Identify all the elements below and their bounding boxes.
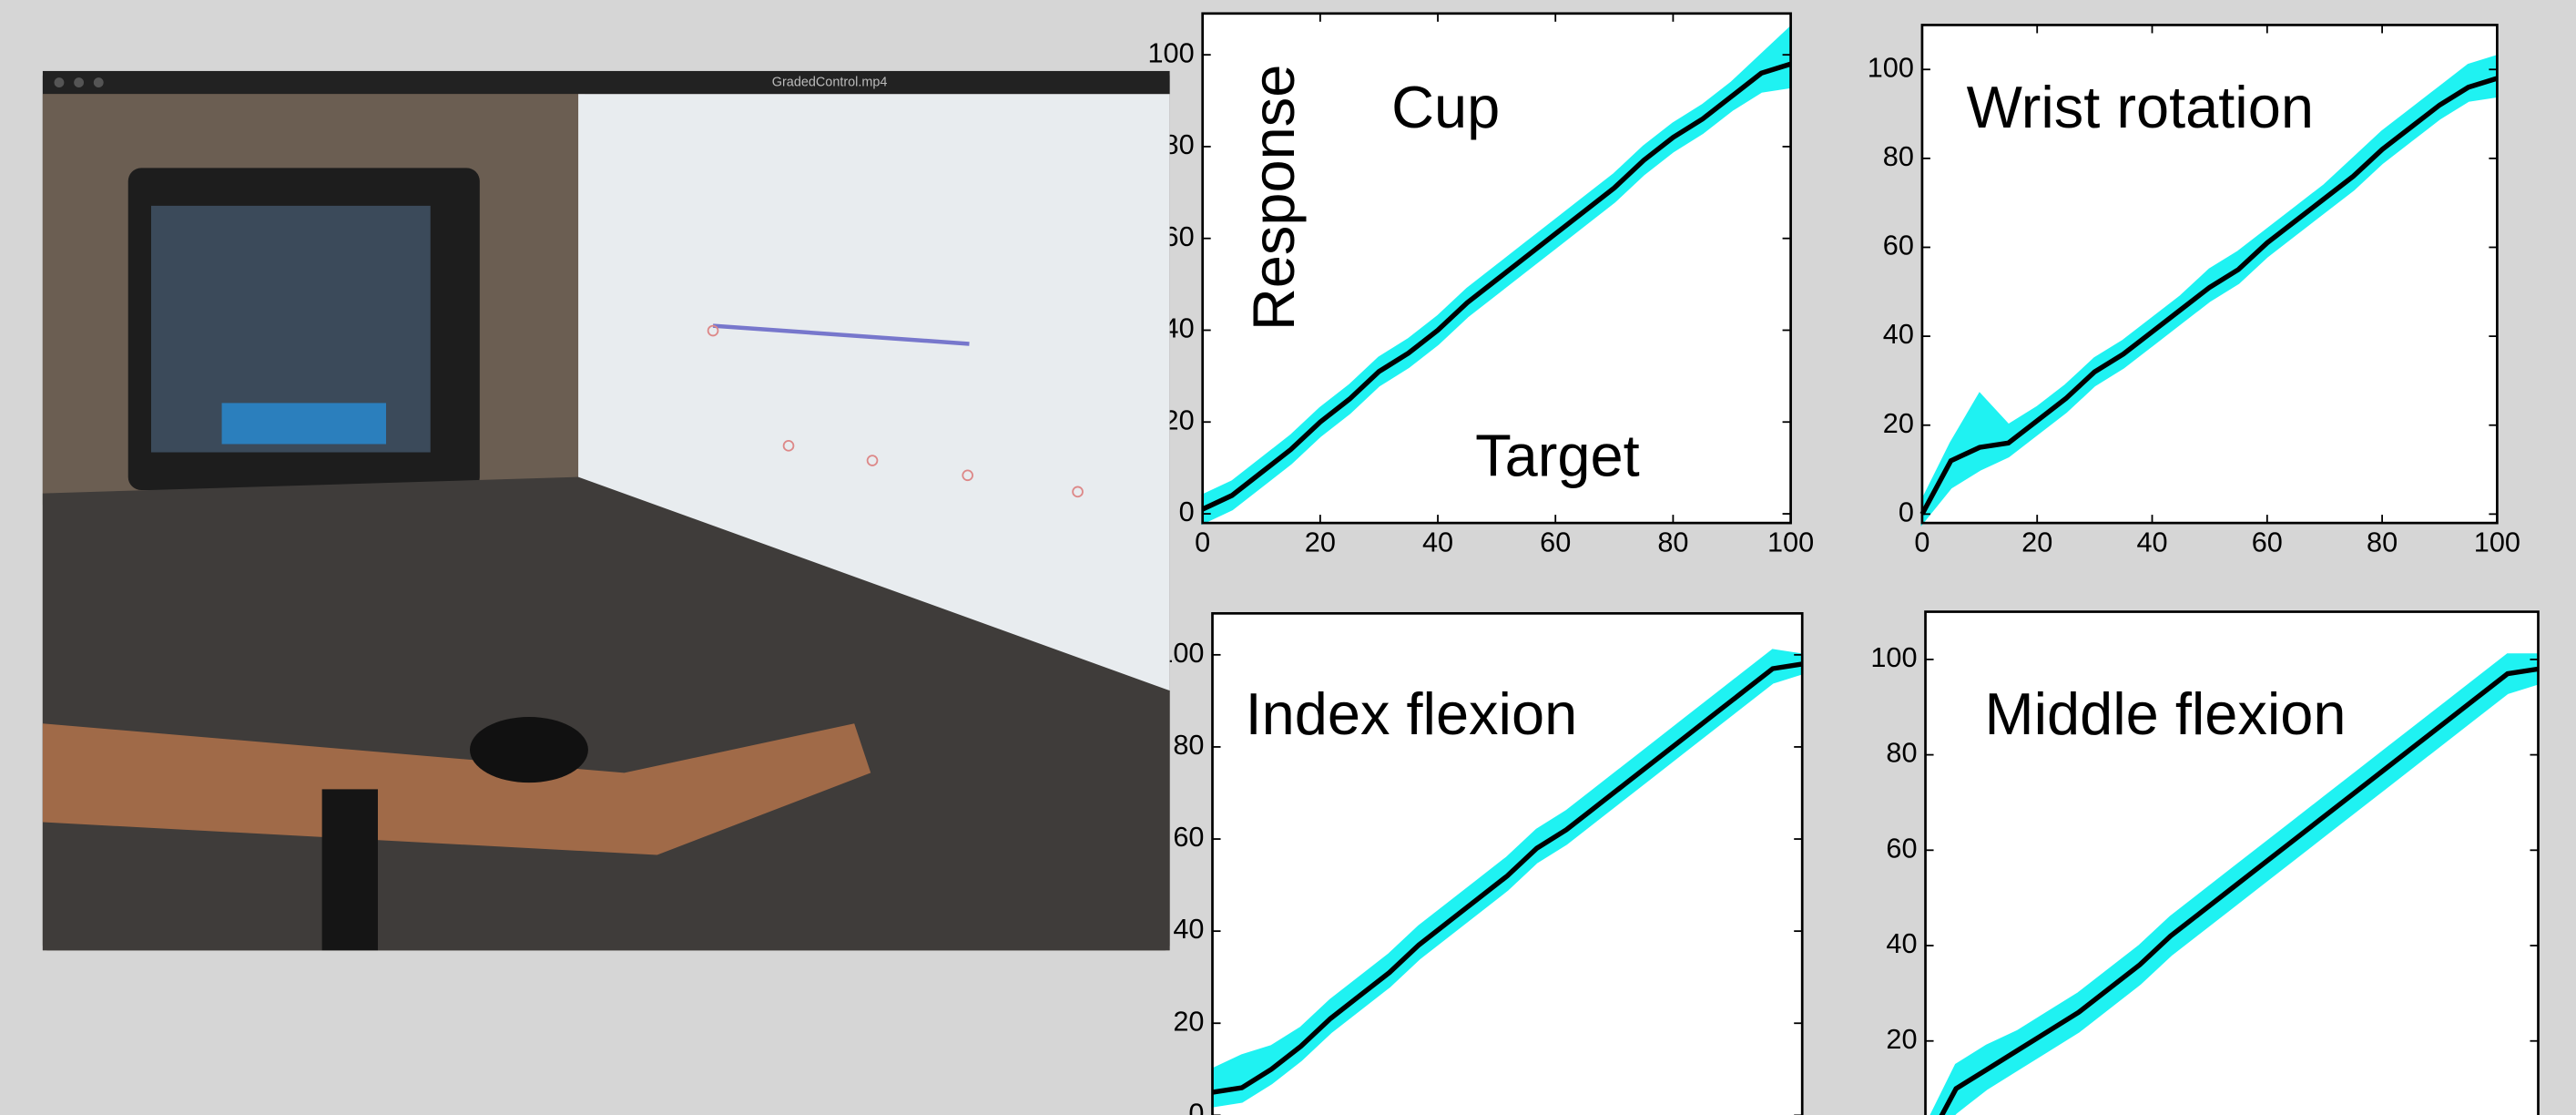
x-tick-label: 40 (2136, 527, 2167, 558)
armband (322, 789, 378, 950)
x-tick-label: 80 (2367, 527, 2398, 558)
y-tick-label: 60 (1883, 230, 1914, 261)
window-button[interactable] (55, 77, 65, 87)
y-tick-label: 60 (1886, 833, 1917, 864)
y-tick-label: 20 (1173, 1006, 1204, 1037)
x-tick-label: 100 (2474, 527, 2520, 558)
x-tick-label: 20 (1305, 527, 1336, 558)
x-tick-label: 60 (1540, 527, 1571, 558)
video-player: GradedControl.mp4 (43, 71, 1170, 950)
x-tick-label: 0 (1914, 527, 1929, 558)
title-bar (43, 71, 1170, 94)
x-tick-label: 60 (2252, 527, 2283, 558)
x-tick-label: 100 (1767, 527, 1814, 558)
chart: 020406080100Middle flexion (1870, 612, 2538, 1115)
chart-title: Wrist rotation (1967, 74, 2314, 140)
chart: 0 20 40 60 80 100 0 20 40 60 80 100 Wrist rotation (1868, 25, 2520, 558)
chart-title: Cup (1391, 74, 1500, 140)
video-title: GradedControl.mp4 (772, 75, 888, 89)
y-tick-label: 80 (1173, 730, 1204, 761)
x-tick-label: 40 (1422, 527, 1453, 558)
page: 0 20 40 60 80 100 0 20 40 60 80 100 Cup Response Targe… (0, 0, 2576, 1115)
x-tick-label: 80 (1657, 527, 1688, 558)
chart-title: Index flexion (1246, 680, 1578, 747)
y-tick-label: 20 (1883, 408, 1914, 439)
y-axis-label: Response (1240, 65, 1307, 331)
y-tick-label: 40 (1883, 319, 1914, 350)
y-tick-label: 0 (1179, 496, 1195, 527)
x-axis-label: Target (1475, 423, 1639, 489)
y-tick-label: 80 (1886, 738, 1917, 769)
y-tick-label: 60 (1173, 822, 1204, 853)
y-tick-label: 40 (1886, 928, 1917, 959)
y-tick-label: 0 (1899, 496, 1914, 527)
y-tick-label: 40 (1173, 914, 1204, 945)
y-tick-label: 100 (1870, 642, 1917, 673)
mouse (470, 717, 588, 783)
y-tick-label: 0 (1188, 1098, 1204, 1115)
x-tick-label: 0 (1195, 527, 1210, 558)
chart-title: Middle flexion (1984, 680, 2346, 747)
tablet-buttons (222, 403, 386, 444)
window-button[interactable] (74, 77, 84, 87)
y-tick-label: 100 (1148, 37, 1195, 68)
y-tick-label: 20 (1886, 1024, 1917, 1055)
y-tick-label: 100 (1868, 52, 1914, 83)
x-tick-label: 20 (2021, 527, 2052, 558)
y-tick-label: 80 (1883, 141, 1914, 172)
window-button[interactable] (94, 77, 104, 87)
slide: 0 20 40 60 80 100 0 20 40 60 80 100 Cup Response Targe… (0, 0, 2576, 1115)
